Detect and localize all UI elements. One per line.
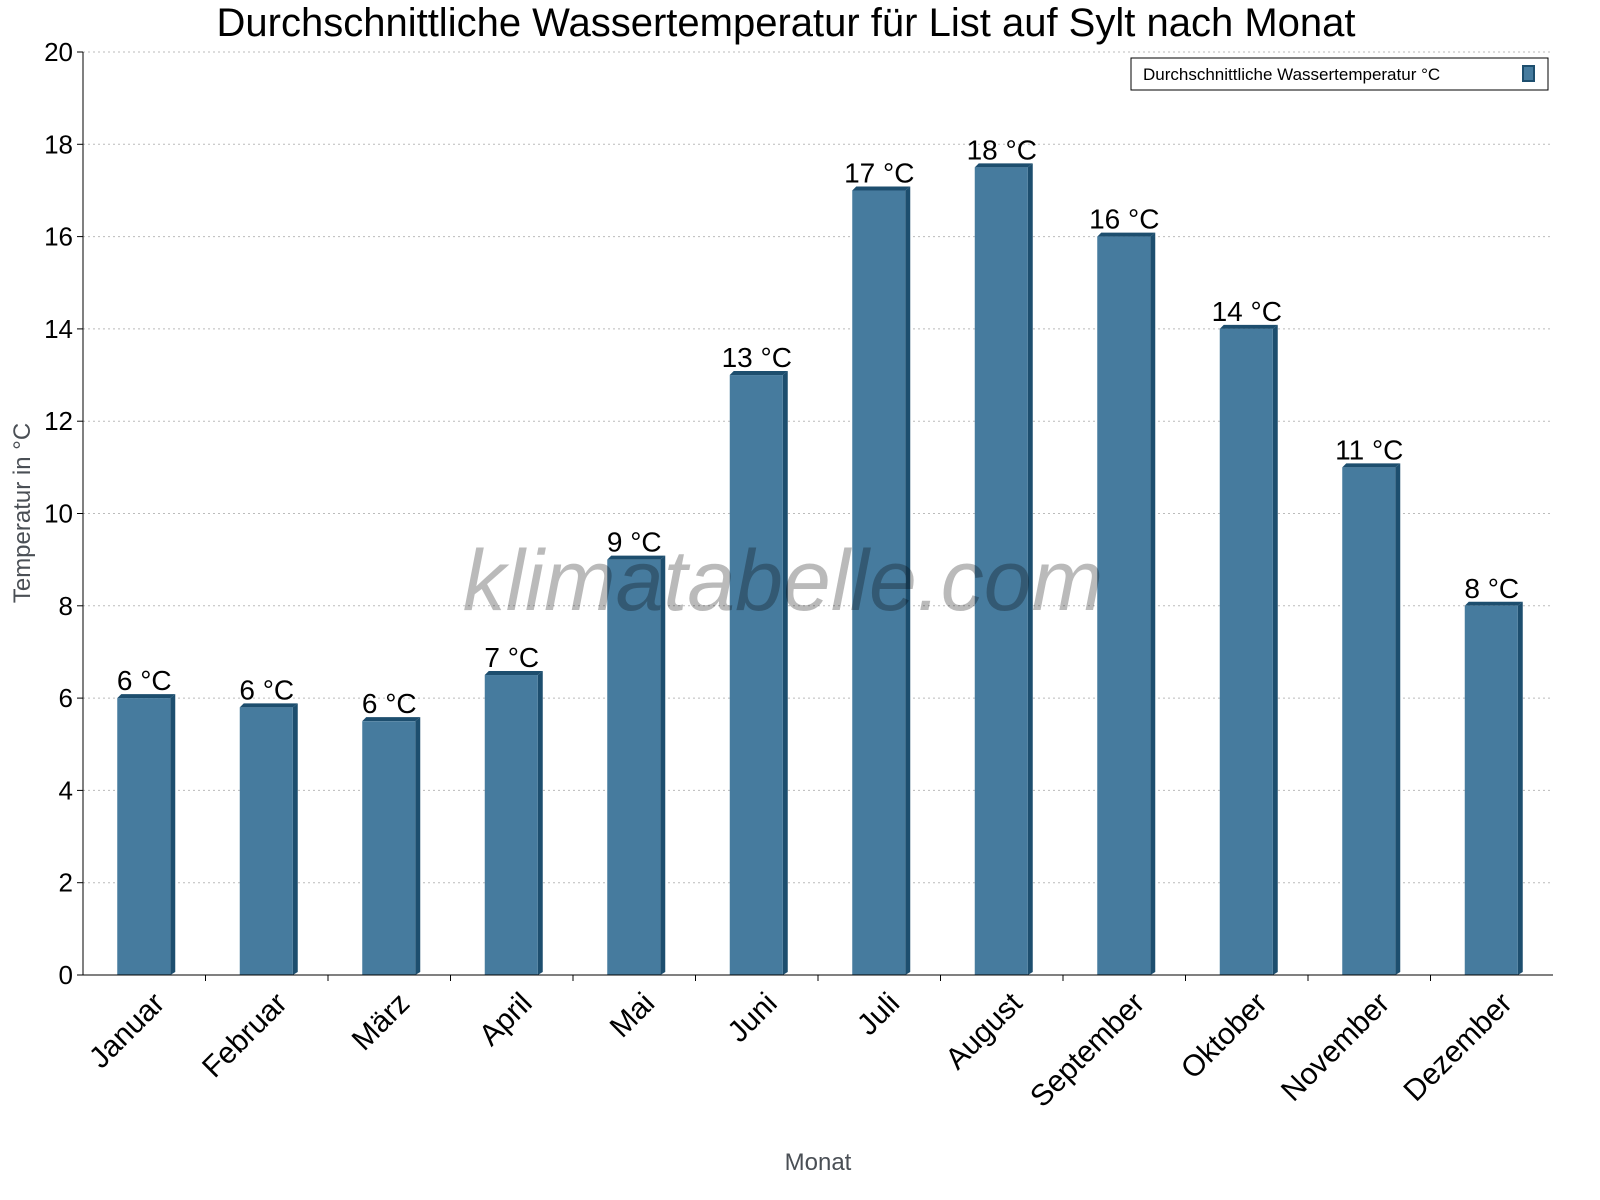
bar-top xyxy=(239,703,298,708)
y-tick-label: 18 xyxy=(44,129,73,159)
data-label: 14 °C xyxy=(1212,296,1282,327)
bar-side xyxy=(170,694,176,975)
legend-box xyxy=(1130,57,1549,91)
bar-side xyxy=(660,555,666,975)
bar-februar: 6 °C xyxy=(239,674,298,975)
x-tick-label: Juni xyxy=(721,987,783,1049)
legend-swatch xyxy=(1522,65,1535,82)
bar xyxy=(729,375,783,975)
bar-top xyxy=(607,555,666,560)
y-tick-label: 8 xyxy=(59,591,73,621)
y-tick-label: 16 xyxy=(44,222,73,252)
legend: Durchschnittliche Wassertemperatur °C xyxy=(1130,57,1549,91)
data-label: 13 °C xyxy=(722,342,792,373)
bar-juli: 17 °C xyxy=(844,157,914,975)
x-tick-label: Juli xyxy=(851,987,906,1042)
bar xyxy=(239,707,293,975)
x-tick-label: Mai xyxy=(604,987,662,1045)
bar-top xyxy=(1464,601,1523,606)
bar-september: 16 °C xyxy=(1089,204,1159,976)
y-axis-label: Temperatur in °C xyxy=(9,423,36,603)
y-tick-label: 0 xyxy=(59,960,73,990)
x-tick-label: August xyxy=(939,986,1029,1076)
bar-top xyxy=(1342,463,1401,468)
data-label: 6 °C xyxy=(362,688,417,719)
x-tick-label: Januar xyxy=(83,987,171,1075)
data-label: 11 °C xyxy=(1335,434,1403,465)
x-axis: Januar Februar März April Mai Juni Juli AugustS… xyxy=(83,974,1553,1114)
bar xyxy=(484,675,538,975)
data-label: 17 °C xyxy=(844,157,914,188)
bar-side xyxy=(782,371,788,975)
bar-januar: 6 °C xyxy=(117,665,176,975)
watermark: klimatabelle.com xyxy=(463,533,1103,629)
bar-top xyxy=(729,371,788,376)
y-tick-label: 14 xyxy=(44,314,73,344)
data-label: 7 °C xyxy=(484,642,539,673)
bar-top xyxy=(852,186,911,191)
data-label: 8 °C xyxy=(1464,573,1519,604)
bar-side xyxy=(1027,163,1033,975)
grid xyxy=(83,51,1553,884)
bar xyxy=(974,167,1028,975)
x-tick-label: Dezember xyxy=(1398,987,1519,1108)
bar xyxy=(1464,605,1518,975)
bar-side xyxy=(292,703,298,975)
y-tick-label: 20 xyxy=(44,37,73,67)
bar-side xyxy=(1395,463,1401,975)
bar-dezember: 8 °C xyxy=(1464,573,1523,975)
x-tick-label: November xyxy=(1275,987,1396,1108)
bar-top xyxy=(974,163,1033,168)
bar xyxy=(852,190,906,975)
bar-mai: 9 °C xyxy=(607,527,666,975)
bar-side xyxy=(905,186,911,975)
data-label: 16 °C xyxy=(1089,204,1159,235)
bar-side xyxy=(537,671,543,975)
bar xyxy=(1342,467,1396,975)
x-tick-label: April xyxy=(473,987,539,1053)
bar-august: 18 °C xyxy=(967,134,1037,975)
bar-november: 11 °C xyxy=(1335,434,1403,975)
y-tick-label: 6 xyxy=(59,683,73,713)
bar-top xyxy=(484,671,543,676)
bar-oktober: 14 °C xyxy=(1212,296,1282,975)
bar-side xyxy=(415,717,421,975)
bar xyxy=(117,698,171,975)
x-tick-label: März xyxy=(346,987,416,1057)
bar xyxy=(1097,236,1151,976)
bar-side xyxy=(1150,232,1156,976)
data-label: 6 °C xyxy=(239,674,294,705)
bar xyxy=(607,559,661,975)
x-axis-label: Monat xyxy=(785,1149,852,1176)
bar xyxy=(362,721,416,975)
bar-side xyxy=(1517,601,1523,975)
x-tick-label: Februar xyxy=(196,987,294,1085)
data-label: 6 °C xyxy=(117,665,172,696)
data-label: 9 °C xyxy=(607,527,662,558)
bar-top xyxy=(1097,232,1156,237)
bar-märz: 6 °C xyxy=(362,688,421,975)
y-tick-label: 4 xyxy=(59,775,73,805)
bar-top xyxy=(362,717,421,722)
x-tick-label: September xyxy=(1024,987,1151,1114)
chart-title: Durchschnittliche Wassertemperatur für L… xyxy=(217,1,1356,45)
data-label: 18 °C xyxy=(967,134,1037,165)
bar-top xyxy=(117,694,176,699)
bar-april: 7 °C xyxy=(484,642,543,975)
y-tick-label: 2 xyxy=(59,868,73,898)
y-tick-label: 10 xyxy=(44,499,73,529)
bar-side xyxy=(1272,324,1278,975)
bar xyxy=(1219,328,1273,975)
bars: 6 °C 6 °C 6 °C 7 °C 9 °C 13 °C 17 °C 18 °C 16 °C… xyxy=(117,134,1523,976)
x-tick-label: Oktober xyxy=(1175,987,1274,1086)
bar-juni: 13 °C xyxy=(722,342,792,975)
y-axis: 0 2 4 6 8 10 12 14 16 18 20 xyxy=(44,37,84,990)
bar-top xyxy=(1219,324,1278,329)
y-tick-label: 12 xyxy=(44,406,73,436)
legend-label: Durchschnittliche Wassertemperatur °C xyxy=(1143,65,1440,84)
